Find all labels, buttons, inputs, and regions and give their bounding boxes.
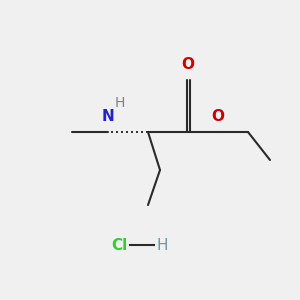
Text: Cl: Cl [112, 238, 128, 253]
Text: H: H [115, 96, 125, 110]
Text: N: N [102, 109, 114, 124]
Text: O: O [212, 109, 224, 124]
Text: O: O [182, 57, 194, 72]
Text: H: H [157, 238, 169, 253]
